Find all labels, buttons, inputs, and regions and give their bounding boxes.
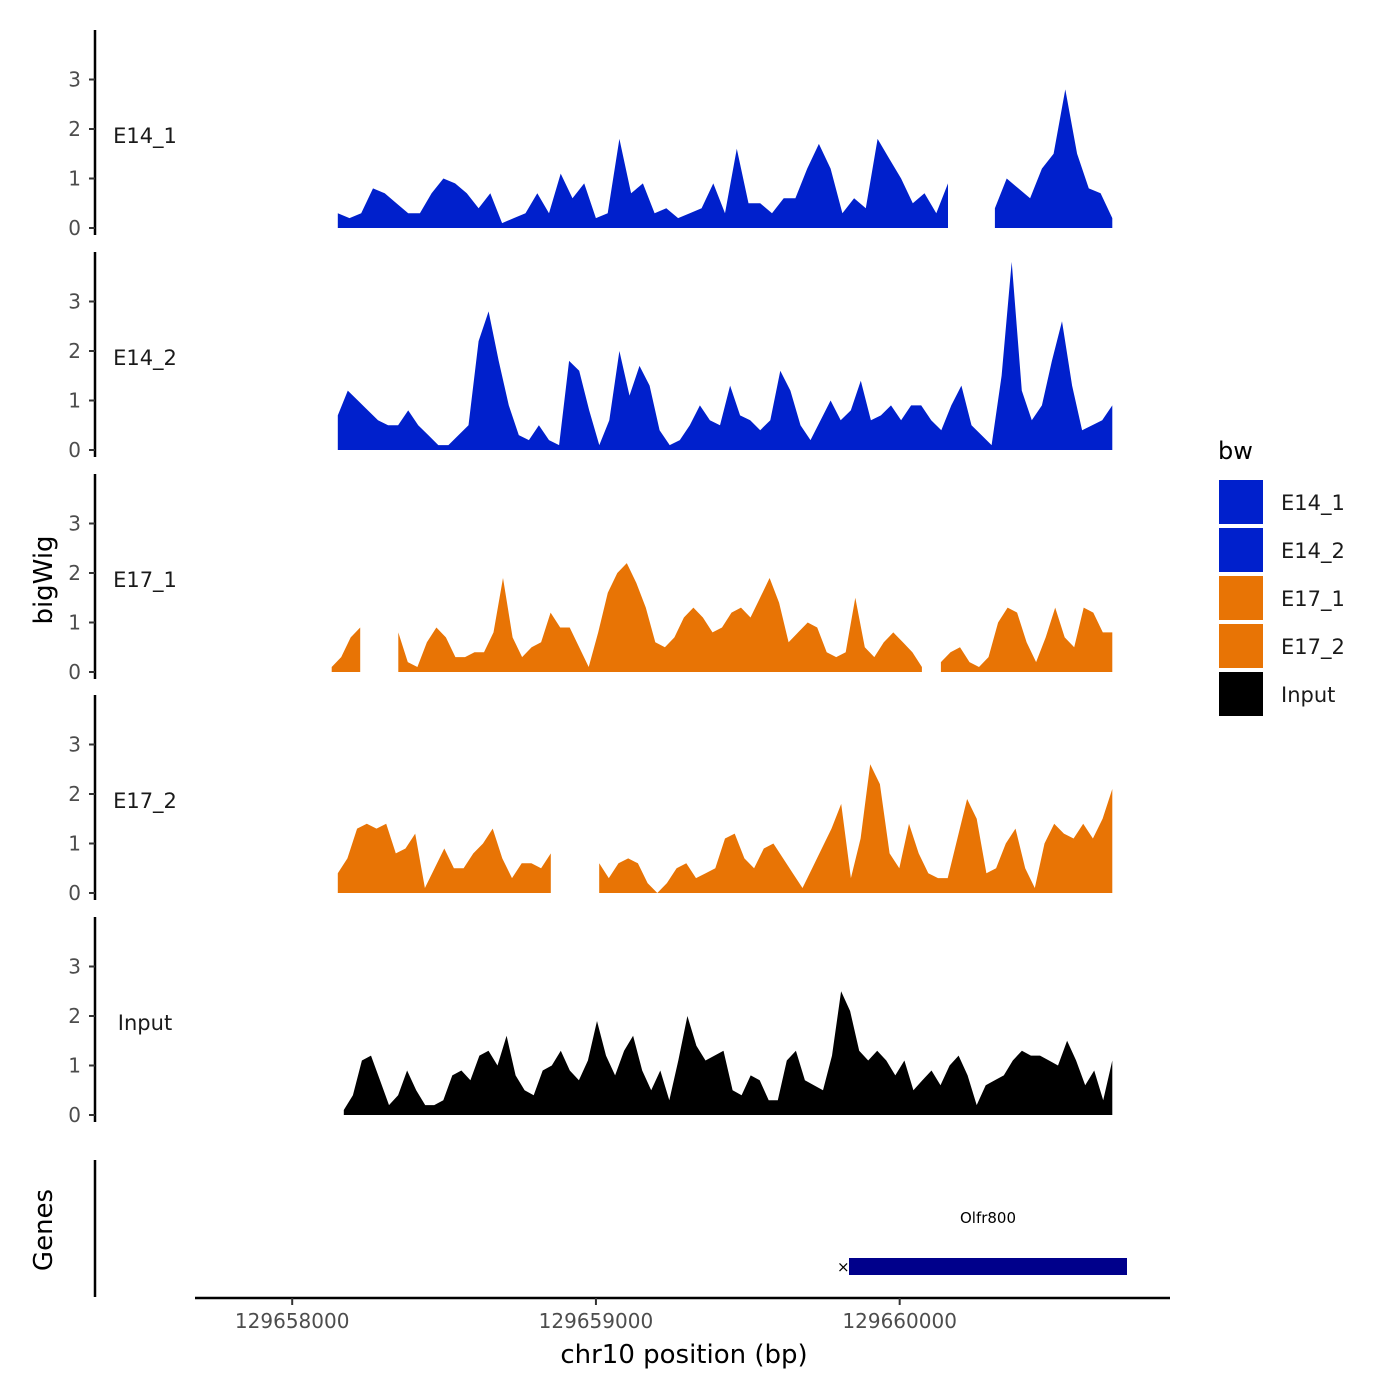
legend-title: bw bbox=[1218, 437, 1253, 465]
legend-swatch bbox=[1219, 576, 1263, 620]
signal-area bbox=[337, 823, 551, 893]
legend-swatch bbox=[1219, 624, 1263, 668]
track-label: E17_1 bbox=[113, 568, 177, 593]
y-tick-label: 2 bbox=[68, 339, 81, 363]
signal-area bbox=[343, 991, 1113, 1115]
track-e17-2: 0 1 2 3 E17_2 bbox=[68, 695, 1113, 905]
gene-strand-marker: × bbox=[837, 1258, 850, 1276]
genes-panel: × Olfr800 bbox=[93, 1160, 1127, 1297]
track-label: E17_2 bbox=[113, 789, 177, 814]
x-axis-title: chr10 position (bp) bbox=[560, 1340, 807, 1370]
gene-body bbox=[849, 1258, 1127, 1275]
track-e14-1: 0 1 2 3 E14_1 bbox=[68, 30, 1113, 240]
y-tick-label: 0 bbox=[68, 1103, 81, 1127]
signal-area bbox=[337, 261, 1113, 450]
genes-axis-title: Genes bbox=[29, 1189, 59, 1271]
x-tick-label: 129658000 bbox=[235, 1309, 350, 1333]
y-tick-label: 2 bbox=[68, 117, 81, 141]
track-e14-2: 0 1 2 3 E14_2 bbox=[68, 252, 1113, 462]
legend-label: E14_2 bbox=[1281, 539, 1345, 564]
y-tick-label: 3 bbox=[68, 512, 81, 536]
y-tick-label: 0 bbox=[68, 881, 81, 905]
signal-area bbox=[994, 89, 1113, 229]
signal-area bbox=[331, 627, 361, 672]
y-tick-label: 3 bbox=[68, 955, 81, 979]
y-tick-label: 2 bbox=[68, 1004, 81, 1028]
legend: bw E14_1 E14_2 E17_1 E17_2 Input bbox=[1218, 437, 1345, 716]
x-tick-label: 129659000 bbox=[539, 1309, 654, 1333]
gene-label: Olfr800 bbox=[960, 1209, 1016, 1227]
y-tick-label: 1 bbox=[68, 1054, 81, 1078]
track-input: 0 1 2 3 Input bbox=[68, 917, 1113, 1127]
legend-label: E17_2 bbox=[1281, 635, 1345, 660]
y-tick-label: 0 bbox=[68, 438, 81, 462]
y-tick-label: 3 bbox=[68, 290, 81, 314]
legend-label: Input bbox=[1281, 683, 1335, 707]
track-e17-1: 0 1 2 3 E17_1 bbox=[68, 474, 1113, 684]
legend-swatch bbox=[1219, 480, 1263, 524]
legend-swatch bbox=[1219, 528, 1263, 572]
signal-area bbox=[398, 563, 922, 672]
track-label: E14_2 bbox=[113, 346, 177, 371]
x-axis: 129658000 129659000 129660000 bbox=[195, 1296, 1170, 1333]
y-tick-label: 3 bbox=[68, 68, 81, 92]
y-tick-label: 1 bbox=[68, 832, 81, 856]
legend-label: E14_1 bbox=[1281, 491, 1345, 516]
legend-label: E17_1 bbox=[1281, 587, 1345, 612]
y-tick-label: 1 bbox=[68, 611, 81, 635]
y-tick-label: 1 bbox=[68, 389, 81, 413]
track-label: Input bbox=[118, 1011, 172, 1035]
signal-area bbox=[337, 138, 948, 228]
signal-area bbox=[940, 607, 1113, 672]
legend-swatch bbox=[1219, 672, 1263, 716]
signal-area bbox=[599, 764, 1113, 893]
signal-tracks: 0 1 2 3 E14_1 0 1 2 3 E14_2 0 1 2 3 E17_1 0 1 2 3 E17_2 0 1 2 3… bbox=[68, 30, 1113, 1127]
y-tick-label: 2 bbox=[68, 561, 81, 585]
y-tick-label: 0 bbox=[68, 216, 81, 240]
y-tick-label: 3 bbox=[68, 733, 81, 757]
y-tick-label: 1 bbox=[68, 167, 81, 191]
y-axis-title: bigWig bbox=[29, 535, 59, 624]
y-tick-label: 2 bbox=[68, 782, 81, 806]
track-label: E14_1 bbox=[113, 124, 177, 149]
y-tick-label: 0 bbox=[68, 660, 81, 684]
x-tick-label: 129660000 bbox=[842, 1309, 957, 1333]
